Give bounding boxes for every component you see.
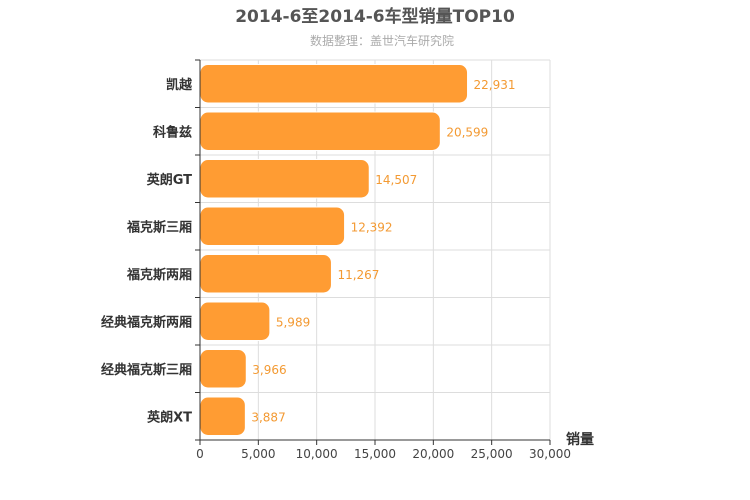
grid-lines [200,59,551,441]
data-label: 5,989 [276,315,310,329]
x-tick-label: 25,000 [471,447,513,461]
bars: 22,931 20,599 14,507 12,392 11,267 5,989 3,966… [199,64,516,436]
category-label: 经典福克斯三厢 [101,362,192,378]
x-axis-title: 销量 [566,431,594,448]
data-label: 20,599 [446,125,488,139]
x-tick-label: 5,000 [241,447,275,461]
chart-subtitle: 数据整理：盖世汽车研究院 [310,33,454,48]
bar[interactable] [199,111,441,151]
bar[interactable] [199,206,346,246]
bar[interactable] [199,159,370,199]
chart-title: 2014-6至2014-6车型销量TOP10 [235,6,515,27]
category-label: 英朗XT [146,409,192,425]
data-label: 12,392 [351,220,393,234]
data-label: 22,931 [474,78,516,92]
bar[interactable] [199,396,246,436]
bar[interactable] [199,349,247,389]
x-tick-label: 20,000 [412,447,454,461]
bar[interactable] [199,64,469,104]
category-label: 科鲁兹 [153,124,192,140]
x-tick-label: 15,000 [354,447,396,461]
x-tick-label: 0 [196,447,204,461]
category-label: 福克斯两厢 [126,267,192,283]
bar[interactable] [199,254,332,294]
x-tick-label: 10,000 [296,447,338,461]
data-label: 11,267 [337,268,379,282]
data-label: 14,507 [375,173,417,187]
x-tick-label: 30,000 [529,447,571,461]
category-label: 福克斯三厢 [126,219,192,235]
bar[interactable] [199,301,271,341]
category-label: 英朗GT [146,172,192,188]
data-label: 3,966 [252,363,286,377]
category-label: 经典福克斯两厢 [101,314,192,330]
data-label: 3,887 [251,410,285,424]
category-label: 凯越 [166,77,193,93]
